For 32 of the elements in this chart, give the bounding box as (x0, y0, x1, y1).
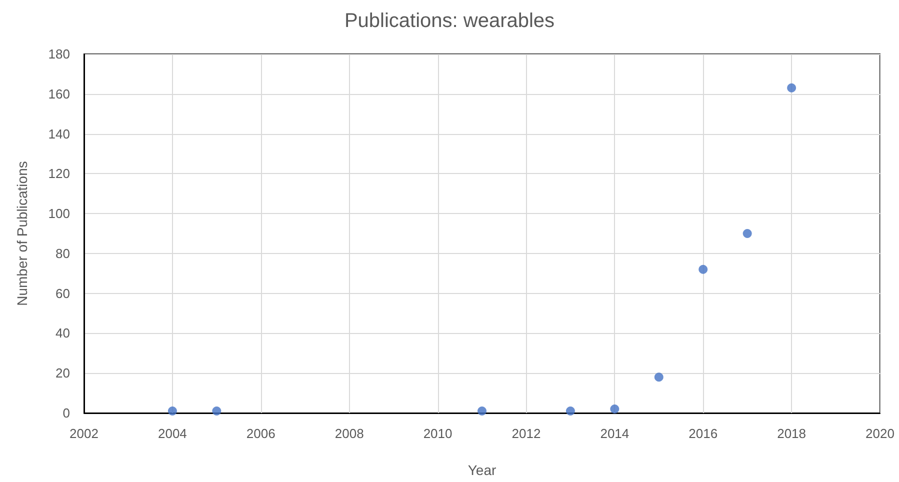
x-tick-label: 2018 (777, 426, 806, 441)
point (168, 406, 177, 416)
point (212, 406, 222, 416)
x-tick-label: 2010 (423, 426, 452, 441)
point (742, 229, 752, 238)
y-tick-label: 40 (56, 326, 70, 341)
x-tick-label: 2002 (70, 426, 98, 441)
x-tick-label: 2012 (512, 426, 541, 441)
y-tick-label: 180 (48, 46, 70, 62)
x-tick-label: 2016 (688, 426, 718, 441)
y-tick-label: 60 (56, 286, 70, 301)
y-tick-label: 100 (48, 206, 70, 222)
x-tick-label: 2008 (334, 426, 364, 441)
point (566, 406, 575, 416)
y-tick-label: 120 (48, 166, 70, 182)
x-tick-label: 2014 (600, 426, 630, 441)
y-tick-label: 0 (62, 406, 70, 420)
y-axis-title: Number of Publications (14, 161, 30, 306)
x-tick-label: 2020 (866, 426, 894, 441)
y-tick-label: 20 (56, 366, 70, 381)
point (610, 404, 620, 414)
point (478, 406, 486, 416)
point (654, 372, 664, 382)
x-tick-label: 2006 (246, 426, 276, 441)
x-tick-label: 2004 (158, 426, 187, 441)
y-tick-label: 140 (48, 126, 70, 142)
point (787, 83, 796, 92)
point (698, 264, 708, 274)
y-tick-label: 80 (56, 246, 70, 261)
y-tick-label: 160 (48, 86, 70, 102)
chart-title: Publications: wearables (344, 10, 555, 32)
x-axis-title: Year (468, 462, 496, 478)
